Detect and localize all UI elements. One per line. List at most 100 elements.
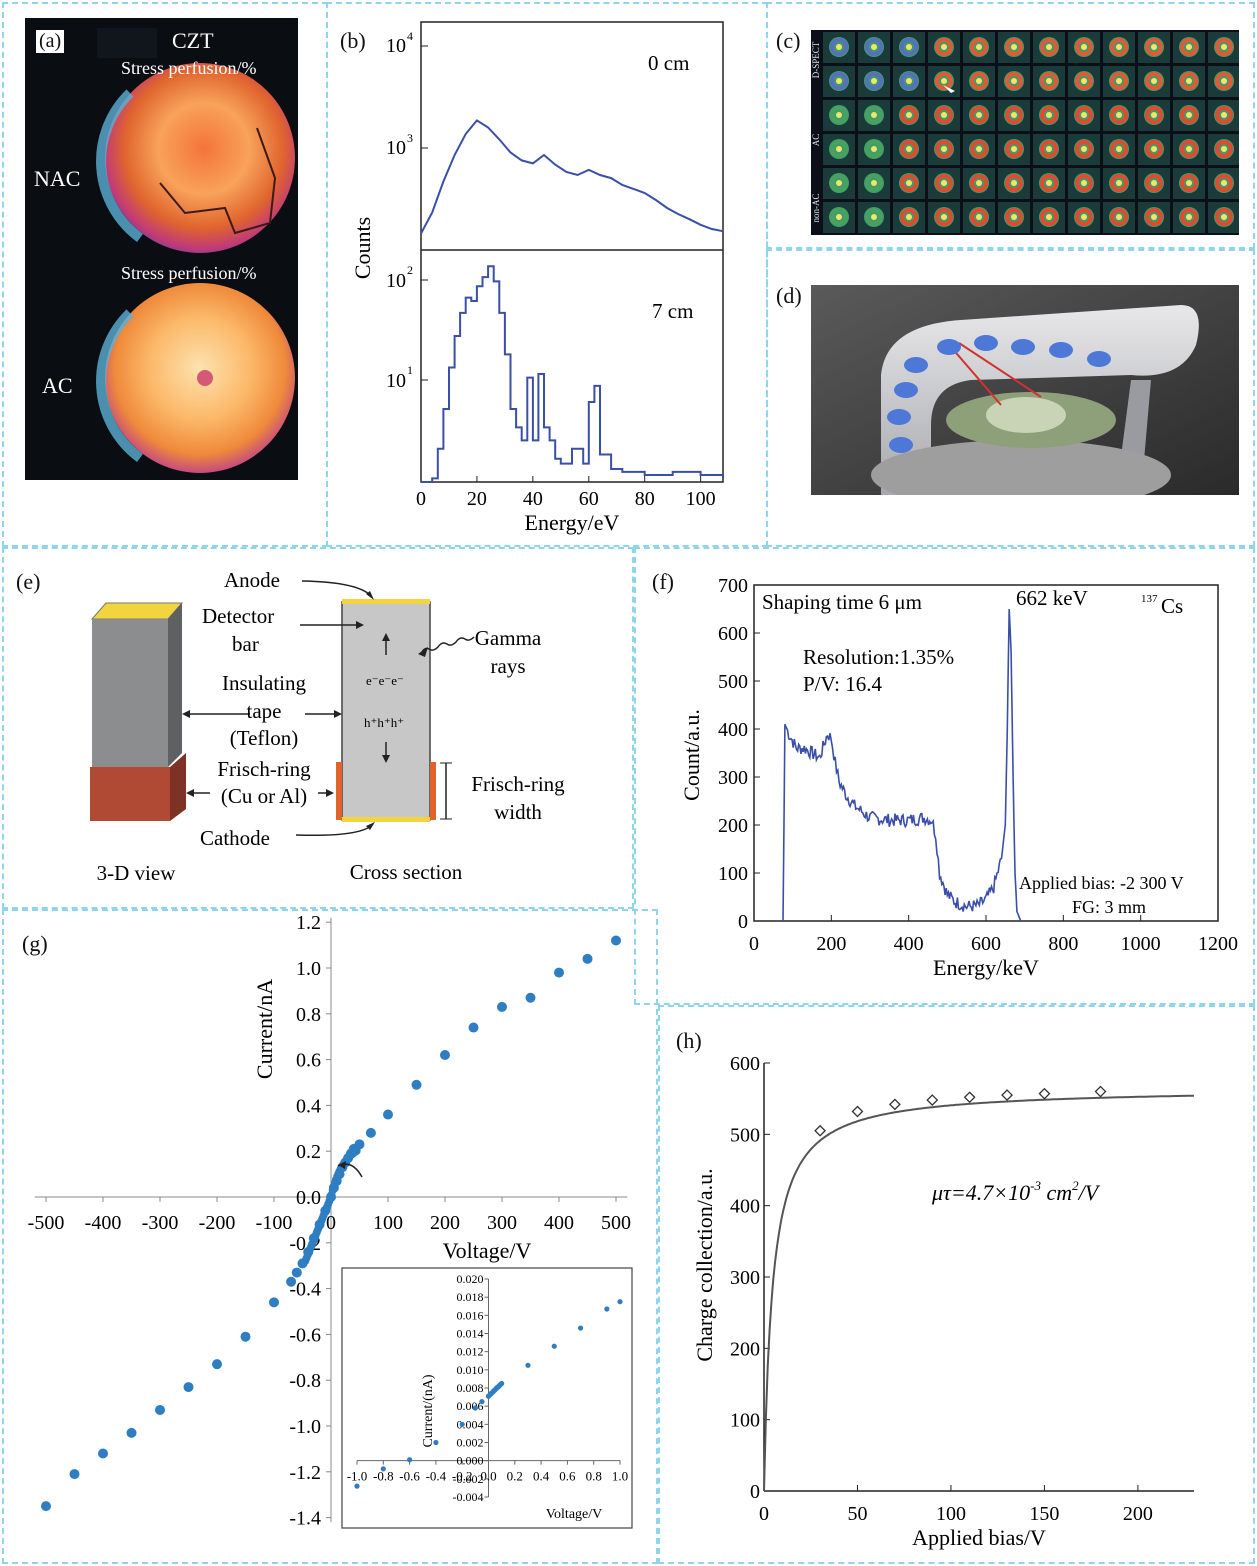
g-inset-ytick-label: 0.018	[457, 1290, 484, 1304]
scanner-photo	[811, 285, 1239, 495]
slice-center	[1221, 214, 1227, 220]
slice-center	[976, 146, 982, 152]
g-inset-ytick-label: 0.000	[457, 1454, 484, 1468]
myocardium-ring	[1005, 174, 1023, 192]
f-spectrum-line	[782, 608, 1022, 922]
f-resolution: Resolution:1.35%	[803, 645, 954, 669]
top-perfusion-title: Stress perfusion/%	[121, 58, 257, 78]
panel-h-chart: 0 100 200 300 400 500 600 0 50 100 150 200 μτ=4.7×1…	[692, 1053, 1194, 1550]
myocardium-ring	[1040, 72, 1058, 90]
panel-f-label: (f)	[652, 569, 674, 594]
g-ytick-label: 0.0	[296, 1187, 321, 1209]
nac-label: NAC	[34, 166, 81, 191]
b-xlabel: Energy/eV	[525, 510, 620, 535]
h-annotation-suffix: /V	[1077, 1180, 1101, 1205]
b-top-tick-2-exp: 3	[407, 131, 413, 145]
frisch-ring-right	[430, 762, 436, 820]
h-ytick-label: 200	[730, 1338, 760, 1360]
g-inset-point	[525, 1362, 531, 1368]
myocardium-ring	[1005, 38, 1023, 56]
slice-center	[1011, 112, 1017, 118]
panel-g-frame	[2, 909, 658, 1564]
myocardium-ring	[1040, 140, 1058, 158]
panel-f-frame	[634, 547, 1255, 1005]
g-inset-point	[604, 1306, 610, 1312]
g-inset-ytick-label: 0.002	[457, 1436, 484, 1450]
cathode-label: Cathode	[200, 826, 270, 850]
slice-center	[1186, 180, 1192, 186]
myocardium-ring	[865, 106, 883, 124]
h-annotation-exp: -3	[1030, 1178, 1041, 1193]
g-axes: -500 -400 -300 -200 -100 0 100 200 300 400 500 -1.4…	[28, 912, 631, 1529]
g-data-point	[41, 1501, 51, 1512]
f-ytick-label: 100	[718, 863, 748, 885]
f-xlabel: Energy/keV	[933, 955, 1039, 980]
g-inset: -1.0 -0.8 -0.6 -0.4 -0.2 0.0 0.2 0.4 0.6 0.8 1.0 -0…	[347, 1272, 628, 1504]
myocardium-ring	[970, 72, 988, 90]
h-annotation-unit-exp: 2	[1072, 1178, 1079, 1193]
h-xtick-label: 50	[847, 1503, 867, 1525]
slice-center	[871, 78, 877, 84]
myocardium-ring	[1145, 72, 1163, 90]
h-data-point	[851, 1105, 864, 1118]
view-3d-label: 3-D view	[97, 861, 177, 885]
myocardium-ring	[970, 208, 988, 226]
spect-slices-image: D-SPECT AC non-AC	[811, 30, 1239, 235]
f-ytick-label: 400	[718, 719, 748, 741]
slice-center	[1011, 146, 1017, 152]
h-annotation-prefix: μτ=4.7×10	[931, 1180, 1030, 1205]
spect-row-label: D-SPECT	[811, 41, 821, 78]
f-ytick-label: 600	[718, 623, 748, 645]
b-top-tick-1-exp: 4	[407, 29, 413, 43]
slice-center	[906, 78, 912, 84]
myocardium-ring	[935, 106, 953, 124]
f-xtick-label: 200	[816, 933, 846, 955]
slice-center	[1151, 214, 1157, 220]
insulating-label-1: Insulating	[222, 671, 306, 695]
g-ytick-label: 0.4	[296, 1095, 321, 1117]
h-ytick-label: 300	[730, 1267, 760, 1289]
b-xticks: 0 20 40 60 80 100	[416, 476, 716, 510]
frisch-ring-label-2: (Cu or Al)	[221, 784, 307, 808]
b-xtick-label: 20	[467, 488, 487, 510]
slice-center	[871, 180, 877, 186]
slice-center	[906, 44, 912, 50]
slice-center	[976, 112, 982, 118]
frisch-width-label-1: Frisch-ring	[471, 772, 565, 796]
g-inset-ytick-label: 0.004	[457, 1417, 484, 1431]
b-bottom-annotation: 7 cm	[652, 299, 693, 323]
slice-center	[976, 214, 982, 220]
panel-d-label: (d)	[776, 283, 802, 308]
myocardium-ring	[900, 208, 918, 226]
slice-center	[1151, 146, 1157, 152]
h-annotation-unit: cm	[1041, 1180, 1072, 1205]
f-ylabel: Count/a.u.	[679, 709, 704, 801]
g-inset-point	[479, 1399, 485, 1405]
slice-center	[976, 180, 982, 186]
b-xtick-label: 40	[523, 488, 543, 510]
b-bottom-spectrum-line	[421, 265, 724, 483]
h-ylabel: Charge collection/a.u.	[692, 1168, 717, 1361]
g-data-point	[582, 953, 593, 964]
myocardium-ring	[1180, 208, 1198, 226]
f-ytick-label: 200	[718, 815, 748, 837]
slice-center	[906, 180, 912, 186]
bar-side-face	[168, 603, 182, 767]
f-xtick-label: 0	[749, 933, 759, 955]
slice-center	[1186, 146, 1192, 152]
h-data-point	[888, 1098, 901, 1111]
b-bottom-tick-1: 10	[386, 270, 406, 292]
f-ytick-label: 0	[738, 911, 748, 933]
b-xtick-label: 80	[635, 488, 655, 510]
slice-center	[941, 146, 947, 152]
f-ytick-label: 300	[718, 767, 748, 789]
spect-slice-grid: D-SPECT AC non-AC	[811, 32, 1239, 233]
panel-g-chart: -500 -400 -300 -200 -100 0 100 200 300 400 500 -1.4…	[28, 912, 633, 1530]
g-inset-point	[354, 1483, 360, 1489]
slice-center	[1221, 146, 1227, 152]
slice-center	[1081, 214, 1087, 220]
slice-center	[1151, 78, 1157, 84]
g-inset-point	[459, 1421, 465, 1427]
g-inset-xlabel: Voltage/V	[546, 1507, 603, 1522]
arrow-marker	[943, 85, 955, 93]
